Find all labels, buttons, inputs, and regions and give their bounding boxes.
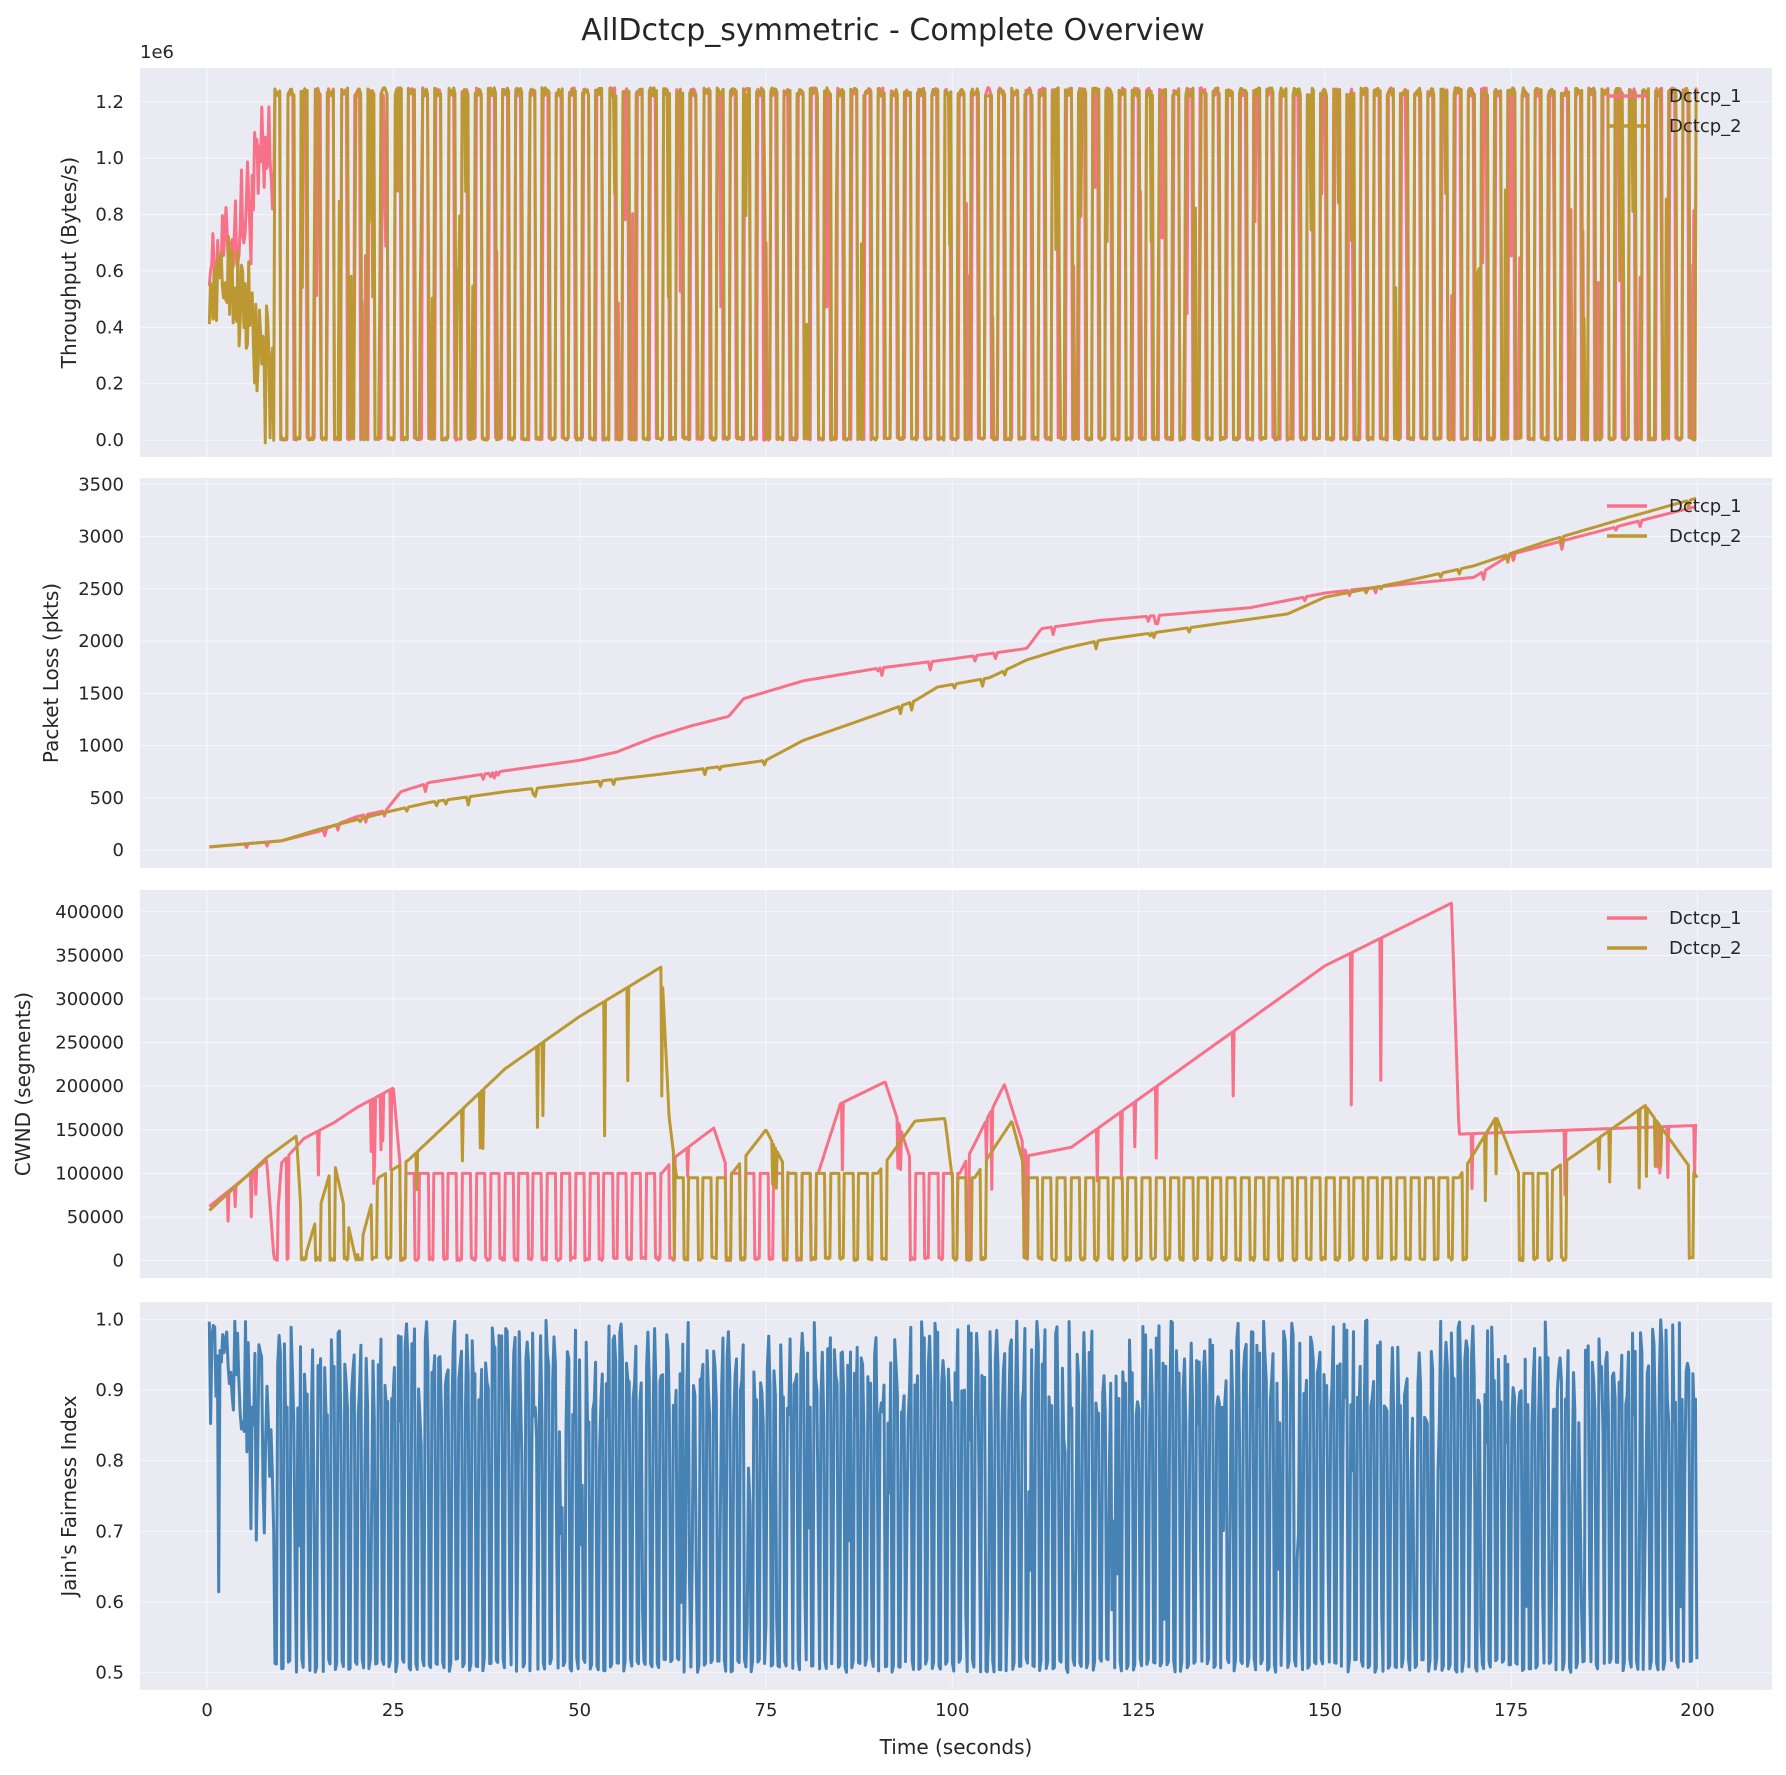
y-tick-label: 2000 [78, 631, 124, 652]
legend-label: Dctcp_1 [1669, 908, 1742, 929]
x-tick-label: 75 [755, 1700, 778, 1721]
x-tick-label: 150 [1308, 1700, 1342, 1721]
legend: Dctcp_1 Dctcp_2 [1607, 908, 1742, 959]
y-axis-label: Throughput (Bytes/s) [57, 157, 81, 369]
x-tick-label: 50 [568, 1700, 591, 1721]
y-tick-label: 0.8 [95, 1451, 124, 1472]
y-tick-label: 0.8 [95, 205, 124, 226]
y-axis-label: Packet Loss (pkts) [39, 583, 63, 763]
legend: Dctcp_1 Dctcp_2 [1607, 496, 1742, 547]
y-tick-label: 0.0 [95, 430, 124, 451]
series-line-dctcp_1 [209, 505, 1697, 849]
y-tick-label: 1.0 [95, 1310, 124, 1331]
x-tick-label: 125 [1121, 1700, 1155, 1721]
y-tick-label: 1500 [78, 683, 124, 704]
panel-3: 0 50000 100000 150000 200000 250000 300000 3500… [11, 890, 1772, 1278]
y-tick-label: 2500 [78, 579, 124, 600]
y-tick-label: 0.6 [95, 1592, 124, 1613]
y-tick-label: 0.9 [95, 1380, 124, 1401]
y-tick-label: 500 [90, 788, 124, 809]
x-tick-label: 25 [382, 1700, 405, 1721]
x-axis-label: Time (seconds) [879, 1735, 1033, 1759]
y-tick-label: 3500 [78, 474, 124, 495]
y-tick-label: 400000 [55, 902, 124, 923]
legend-label: Dctcp_1 [1669, 496, 1742, 517]
y-tick-label: 0.2 [95, 374, 124, 395]
series-line-dctcp_2 [209, 496, 1697, 849]
legend-label: Dctcp_2 [1669, 526, 1742, 547]
y-tick-label: 350000 [55, 945, 124, 966]
y-multiplier-label: 1e6 [140, 42, 174, 63]
y-tick-label: 0 [113, 840, 124, 861]
y-tick-label: 200000 [55, 1076, 124, 1097]
x-tick-label: 0 [201, 1700, 212, 1721]
y-tick-label: 0.4 [95, 317, 124, 338]
panel-1: 0.0 0.2 0.4 0.6 0.8 1.0 1.2 Throughput (Bytes/s… [57, 42, 1772, 457]
y-tick-label: 0.7 [95, 1521, 124, 1542]
y-tick-label: 0 [113, 1251, 124, 1272]
x-tick-label: 175 [1494, 1700, 1528, 1721]
y-axis-label: CWND (segments) [11, 992, 35, 1176]
y-tick-label: 0.6 [95, 261, 124, 282]
y-tick-label: 300000 [55, 989, 124, 1010]
series-line-dctcp_2 [208, 965, 1699, 1262]
plot-area [140, 478, 1772, 868]
y-tick-label: 1000 [78, 736, 124, 757]
panels: 0.0 0.2 0.4 0.6 0.8 1.0 1.2 Throughput (Bytes/s… [11, 42, 1772, 1721]
y-tick-label: 250000 [55, 1033, 124, 1054]
y-tick-label: 3000 [78, 527, 124, 548]
legend-label: Dctcp_2 [1669, 938, 1742, 959]
series-line-fairness [207, 1318, 1699, 1674]
legend-label: Dctcp_1 [1669, 86, 1742, 107]
series-line-dctcp_2 [207, 86, 1699, 445]
y-tick-label: 1.2 [95, 92, 124, 113]
y-tick-label: 50000 [67, 1207, 124, 1228]
x-tick-label: 100 [935, 1700, 969, 1721]
legend: Dctcp_1 Dctcp_2 [1607, 86, 1742, 137]
y-tick-label: 100000 [55, 1163, 124, 1184]
y-axis-label: Jain's Fairness Index [57, 1395, 81, 1598]
panel-2: 0 500 1000 1500 2000 2500 3000 3500 Packet Loss … [39, 474, 1772, 868]
y-tick-label: 1.0 [95, 148, 124, 169]
panel-4: 0 25 50 75 100 125 150 175 200 0.5 0.6 0.7 0.8 0.9 1.0… [57, 1302, 1772, 1721]
x-tick-label: 200 [1680, 1700, 1714, 1721]
y-tick-label: 0.5 [95, 1662, 124, 1683]
y-tick-label: 150000 [55, 1120, 124, 1141]
legend-label: Dctcp_2 [1669, 116, 1742, 137]
figure-title: AllDctcp_symmetric - Complete Overview [581, 13, 1205, 48]
